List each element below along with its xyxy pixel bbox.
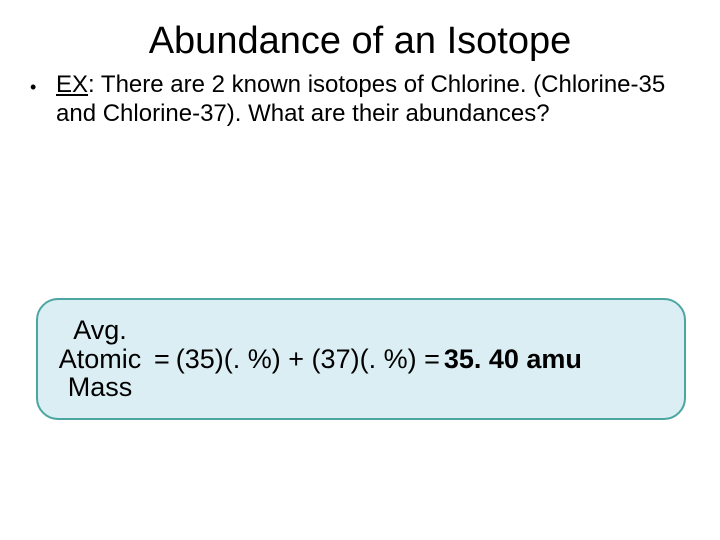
formula-left-line2: Atomic <box>52 345 148 373</box>
formula-left-line1: Avg. <box>52 316 148 344</box>
body-text-block: • EX: There are 2 known isotopes of Chlo… <box>0 71 720 129</box>
formula-equals: = <box>148 344 176 375</box>
formula-left-label: Avg. Atomic Mass <box>38 316 148 401</box>
formula-left-line3: Mass <box>52 373 148 401</box>
formula-box: Avg. Atomic Mass = (35)(. %) + (37)(. %)… <box>36 298 686 420</box>
formula-result: 35. 40 amu <box>440 344 582 375</box>
formula-expression: (35)(. %) + (37)(. %) = <box>176 344 440 375</box>
body-text: : There are 2 known isotopes of Chlorine… <box>56 71 665 127</box>
bullet-glyph: • <box>30 77 36 99</box>
ex-label: EX <box>56 71 88 98</box>
slide: Abundance of an Isotope • EX: There are … <box>0 0 720 540</box>
slide-title: Abundance of an Isotope <box>0 0 720 71</box>
